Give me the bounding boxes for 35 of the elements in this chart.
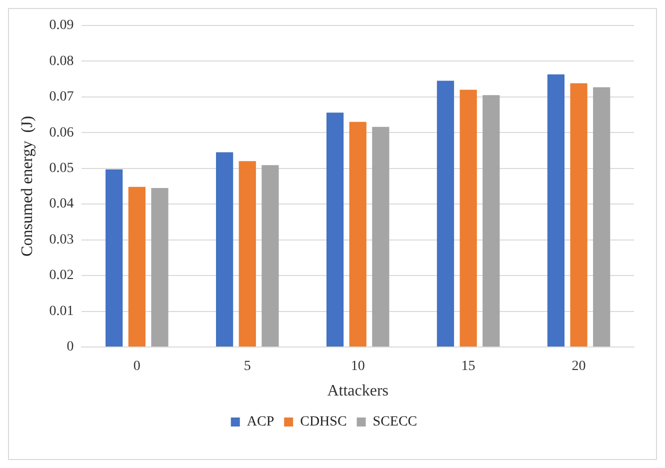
bar <box>262 165 279 346</box>
x-tick-label: 0 <box>133 359 140 374</box>
y-tick-label: 0.07 <box>49 90 74 105</box>
legend-label: CDHSC <box>300 414 347 430</box>
bar <box>349 122 366 346</box>
bar <box>482 95 500 346</box>
bar <box>547 74 565 346</box>
x-tick-label: 5 <box>244 359 251 374</box>
y-tick-label: 0.04 <box>49 196 74 212</box>
legend-label: ACP <box>246 414 274 430</box>
x-tick-label: 10 <box>350 359 365 374</box>
bar <box>128 186 146 346</box>
bar <box>570 83 588 346</box>
bar <box>151 188 168 346</box>
y-tick-label: 0.06 <box>49 125 74 140</box>
bar <box>216 152 234 346</box>
y-tick-label: 0.05 <box>49 161 74 176</box>
legend-label: SCECC <box>372 414 418 430</box>
bar <box>106 169 123 346</box>
bar <box>436 80 454 346</box>
bar <box>372 126 390 346</box>
y-tick-label: 0.01 <box>49 304 74 319</box>
y-axis-title: Consumed energy (J) <box>18 116 36 256</box>
bar <box>326 112 344 346</box>
bar <box>238 161 256 346</box>
y-tick-label: 0.03 <box>49 232 74 248</box>
bar <box>460 90 477 346</box>
y-tick-label: 0.08 <box>49 54 74 69</box>
x-tick-label: 20 <box>572 359 586 374</box>
x-axis-title: Attackers <box>327 382 389 400</box>
y-tick-label: 0.09 <box>49 18 74 34</box>
bar <box>593 87 610 346</box>
y-tick-label: 0.02 <box>49 268 74 284</box>
y-tick-label: 0 <box>66 340 74 355</box>
x-tick-label: 15 <box>461 359 476 374</box>
